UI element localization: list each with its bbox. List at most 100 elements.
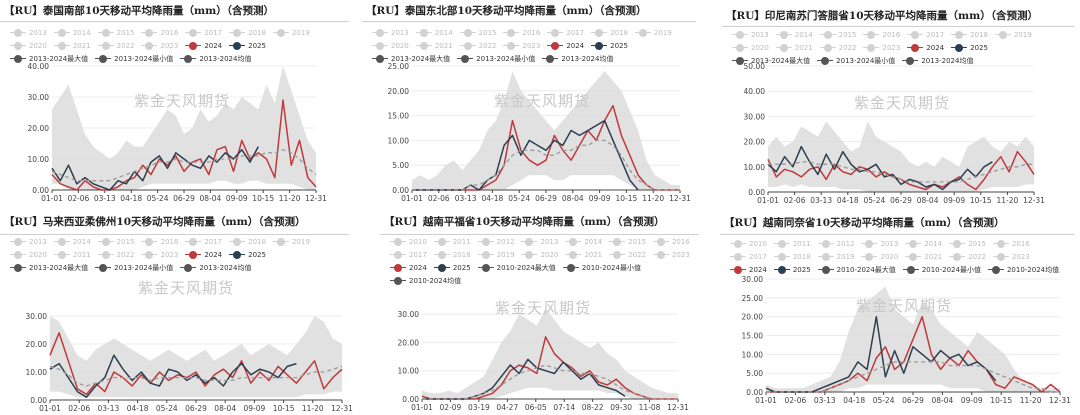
legend-item[interactable]: 2018 <box>591 28 628 37</box>
legend-item[interactable]: 2023 <box>503 41 540 50</box>
legend-item[interactable]: 2010 <box>730 239 767 248</box>
legend-item[interactable]: 2021 <box>53 250 91 259</box>
legend-item[interactable]: 2014 <box>905 239 942 248</box>
legend-item[interactable]: 2020 <box>10 41 47 50</box>
legend-item[interactable]: 2021 <box>565 250 602 259</box>
legend-item[interactable]: 2016 <box>503 28 540 37</box>
legend-item[interactable]: 2018 <box>229 28 266 37</box>
legend-item[interactable]: 2025 <box>591 41 628 50</box>
legend-item[interactable]: 2013-2024最小值 <box>817 56 895 66</box>
legend-item[interactable]: 2022 <box>459 41 496 50</box>
legend-item[interactable]: 2013-2024均值 <box>542 54 613 64</box>
legend-item[interactable]: 2024 <box>547 41 584 50</box>
legend-item[interactable]: 2020 <box>732 43 769 52</box>
legend-item[interactable]: 2025 <box>773 265 811 274</box>
legend-item[interactable]: 2013 <box>10 28 47 37</box>
legend-item[interactable]: 2024 <box>730 265 767 274</box>
legend-item[interactable]: 2017 <box>185 237 222 246</box>
legend-item[interactable]: 2015 <box>459 28 496 37</box>
legend-item[interactable]: 2018 <box>229 237 266 246</box>
legend-item[interactable]: 2025 <box>229 41 266 50</box>
legend-item[interactable]: 2015 <box>949 239 986 248</box>
legend-item[interactable]: 2015 <box>97 28 134 37</box>
legend-item[interactable]: 2015 <box>819 30 856 39</box>
legend-item[interactable]: 2025 <box>433 263 471 272</box>
legend-item[interactable]: 2020 <box>10 250 47 259</box>
legend-item[interactable]: 2020 <box>372 41 409 50</box>
legend-item[interactable]: 2013-2024最大值 <box>10 54 88 64</box>
legend-item[interactable]: 2012 <box>477 237 514 246</box>
legend-item[interactable]: 2018 <box>951 30 988 39</box>
legend-item[interactable]: 2010-2024均值 <box>987 265 1059 275</box>
legend-item[interactable]: 2013-2024最大值 <box>10 263 88 273</box>
legend-item[interactable]: 2017 <box>185 28 222 37</box>
legend-item[interactable]: 2018 <box>773 252 811 261</box>
legend-item[interactable]: 2025 <box>229 250 266 259</box>
legend-item[interactable]: 2014 <box>53 237 91 246</box>
legend-item[interactable]: 2017 <box>730 252 767 261</box>
legend-item[interactable]: 2010-2024均值 <box>390 276 461 286</box>
legend-item[interactable]: 2019 <box>272 28 310 37</box>
legend-item[interactable]: 2023 <box>992 252 1030 261</box>
legend-item[interactable]: 2022 <box>97 250 134 259</box>
legend-item[interactable]: 2023 <box>652 250 690 259</box>
legend-item[interactable]: 2013-2024最小值 <box>457 54 535 64</box>
legend-item[interactable]: 2017 <box>907 30 944 39</box>
legend-item[interactable]: 2019 <box>817 252 854 261</box>
legend-item[interactable]: 2011 <box>773 239 811 248</box>
legend-item[interactable]: 2010-2024最大值 <box>477 263 556 273</box>
legend-item[interactable]: 2013 <box>861 239 898 248</box>
legend-item[interactable]: 2019 <box>634 28 672 37</box>
legend-item[interactable]: 2017 <box>547 28 584 37</box>
legend-item[interactable]: 2010-2024最大值 <box>817 265 896 275</box>
legend-item[interactable]: 2021 <box>775 43 813 52</box>
legend-item[interactable]: 2013-2024均值 <box>902 56 973 66</box>
legend-item[interactable]: 2022 <box>949 252 986 261</box>
legend-item[interactable]: 2016 <box>141 237 178 246</box>
legend-item[interactable]: 2016 <box>652 237 690 246</box>
legend-item[interactable]: 2013 <box>372 28 409 37</box>
legend-item[interactable]: 2023 <box>141 250 178 259</box>
legend-item[interactable]: 2014 <box>415 28 453 37</box>
legend-item[interactable]: 2010-2024最小值 <box>902 265 981 275</box>
legend-item[interactable]: 2022 <box>609 250 646 259</box>
legend-item[interactable]: 2024 <box>390 263 427 272</box>
legend-item[interactable]: 2010-2024最小值 <box>562 263 641 273</box>
legend-item[interactable]: 2013-2024最小值 <box>95 54 173 64</box>
legend-item[interactable]: 2013-2024最大值 <box>732 56 810 66</box>
legend-item[interactable]: 2015 <box>609 237 646 246</box>
legend-item[interactable]: 2021 <box>415 41 453 50</box>
legend-item[interactable]: 2020 <box>521 250 558 259</box>
legend-item[interactable]: 2021 <box>53 41 91 50</box>
legend-item[interactable]: 2014 <box>53 28 91 37</box>
legend-item[interactable]: 2014 <box>565 237 602 246</box>
legend-item[interactable]: 2013-2024均值 <box>180 54 251 64</box>
legend-item[interactable]: 2020 <box>861 252 898 261</box>
legend-item[interactable]: 2012 <box>817 239 854 248</box>
legend-item[interactable]: 2023 <box>141 41 178 50</box>
legend-item[interactable]: 2016 <box>863 30 900 39</box>
legend-item[interactable]: 2010 <box>390 237 427 246</box>
legend-item[interactable]: 2019 <box>477 250 514 259</box>
legend-item[interactable]: 2024 <box>185 250 222 259</box>
legend-item[interactable]: 2025 <box>951 43 988 52</box>
legend-item[interactable]: 2017 <box>390 250 427 259</box>
legend-item[interactable]: 2014 <box>775 30 813 39</box>
legend-item[interactable]: 2021 <box>905 252 942 261</box>
legend-item[interactable]: 2013-2024均值 <box>180 263 251 273</box>
legend-item[interactable]: 2011 <box>433 237 471 246</box>
legend-item[interactable]: 2013 <box>732 30 769 39</box>
legend-item[interactable]: 2016 <box>992 239 1030 248</box>
legend-item[interactable]: 2013-2024最大值 <box>372 54 450 64</box>
legend-item[interactable]: 2019 <box>994 30 1032 39</box>
legend-item[interactable]: 2023 <box>863 43 900 52</box>
legend-item[interactable]: 2015 <box>97 237 134 246</box>
legend-item[interactable]: 2022 <box>819 43 856 52</box>
legend-item[interactable]: 2022 <box>97 41 134 50</box>
legend-item[interactable]: 2024 <box>907 43 944 52</box>
legend-item[interactable]: 2013-2024最小值 <box>95 263 173 273</box>
legend-item[interactable]: 2019 <box>272 237 310 246</box>
legend-item[interactable]: 2013 <box>521 237 558 246</box>
legend-item[interactable]: 2016 <box>141 28 178 37</box>
legend-item[interactable]: 2018 <box>433 250 471 259</box>
